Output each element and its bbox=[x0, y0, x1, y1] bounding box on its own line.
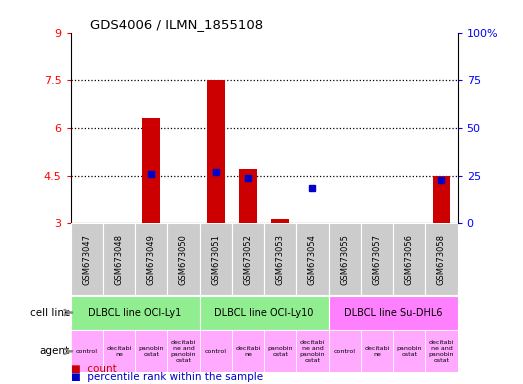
Bar bbox=[271, 218, 289, 223]
Bar bbox=[433, 175, 450, 223]
Bar bbox=[232, 330, 264, 372]
Text: GSM673052: GSM673052 bbox=[244, 233, 253, 285]
Text: GSM673054: GSM673054 bbox=[308, 233, 317, 285]
Bar bbox=[425, 223, 458, 295]
Text: GSM673048: GSM673048 bbox=[115, 233, 123, 285]
Text: ■  count: ■ count bbox=[71, 364, 116, 374]
Text: GSM673049: GSM673049 bbox=[147, 233, 156, 285]
Text: DLBCL line OCI-Ly10: DLBCL line OCI-Ly10 bbox=[214, 308, 314, 318]
Text: ■  percentile rank within the sample: ■ percentile rank within the sample bbox=[71, 372, 263, 382]
Text: decitabi
ne: decitabi ne bbox=[235, 346, 260, 357]
Bar bbox=[71, 330, 103, 372]
Text: GSM673058: GSM673058 bbox=[437, 233, 446, 285]
Text: GSM673050: GSM673050 bbox=[179, 233, 188, 285]
Text: decitabi
ne and
panobin
ostat: decitabi ne and panobin ostat bbox=[429, 340, 454, 362]
Text: DLBCL line OCI-Ly1: DLBCL line OCI-Ly1 bbox=[88, 308, 181, 318]
Bar bbox=[393, 330, 425, 372]
Text: GSM673047: GSM673047 bbox=[82, 233, 91, 285]
Text: GSM673051: GSM673051 bbox=[211, 233, 220, 285]
Text: GSM673057: GSM673057 bbox=[372, 233, 381, 285]
Bar bbox=[71, 296, 200, 329]
Text: control: control bbox=[204, 349, 227, 354]
Bar bbox=[232, 223, 264, 295]
Bar bbox=[361, 223, 393, 295]
Text: decitabi
ne and
panobin
ostat: decitabi ne and panobin ostat bbox=[300, 340, 325, 362]
Bar bbox=[297, 330, 328, 372]
Bar bbox=[207, 80, 224, 223]
Text: control: control bbox=[334, 349, 356, 354]
Bar bbox=[135, 330, 167, 372]
Text: panobin
ostat: panobin ostat bbox=[139, 346, 164, 357]
Bar bbox=[328, 330, 361, 372]
Text: DLBCL line Su-DHL6: DLBCL line Su-DHL6 bbox=[344, 308, 442, 318]
Bar bbox=[200, 223, 232, 295]
Text: GSM673055: GSM673055 bbox=[340, 233, 349, 285]
Bar bbox=[103, 330, 135, 372]
Bar bbox=[328, 296, 458, 329]
Text: decitabi
ne and
panobin
ostat: decitabi ne and panobin ostat bbox=[170, 340, 196, 362]
Bar bbox=[200, 296, 328, 329]
Bar bbox=[393, 223, 425, 295]
Text: GSM673056: GSM673056 bbox=[405, 233, 414, 285]
Bar bbox=[297, 223, 328, 295]
Text: cell line: cell line bbox=[30, 308, 70, 318]
Bar bbox=[167, 223, 200, 295]
Text: GDS4006 / ILMN_1855108: GDS4006 / ILMN_1855108 bbox=[90, 18, 263, 31]
Bar bbox=[328, 223, 361, 295]
Bar bbox=[103, 223, 135, 295]
Text: panobin
ostat: panobin ostat bbox=[396, 346, 422, 357]
Bar bbox=[361, 330, 393, 372]
Bar bbox=[200, 330, 232, 372]
Text: decitabi
ne: decitabi ne bbox=[106, 346, 132, 357]
Bar bbox=[167, 330, 200, 372]
Bar bbox=[264, 330, 297, 372]
Text: control: control bbox=[76, 349, 98, 354]
Text: agent: agent bbox=[40, 346, 70, 356]
Bar bbox=[142, 118, 160, 223]
Bar bbox=[71, 223, 103, 295]
Text: GSM673053: GSM673053 bbox=[276, 233, 285, 285]
Text: decitabi
ne: decitabi ne bbox=[365, 346, 390, 357]
Bar bbox=[135, 223, 167, 295]
Bar bbox=[425, 330, 458, 372]
Text: panobin
ostat: panobin ostat bbox=[267, 346, 293, 357]
Bar bbox=[264, 223, 297, 295]
Bar bbox=[239, 169, 257, 223]
